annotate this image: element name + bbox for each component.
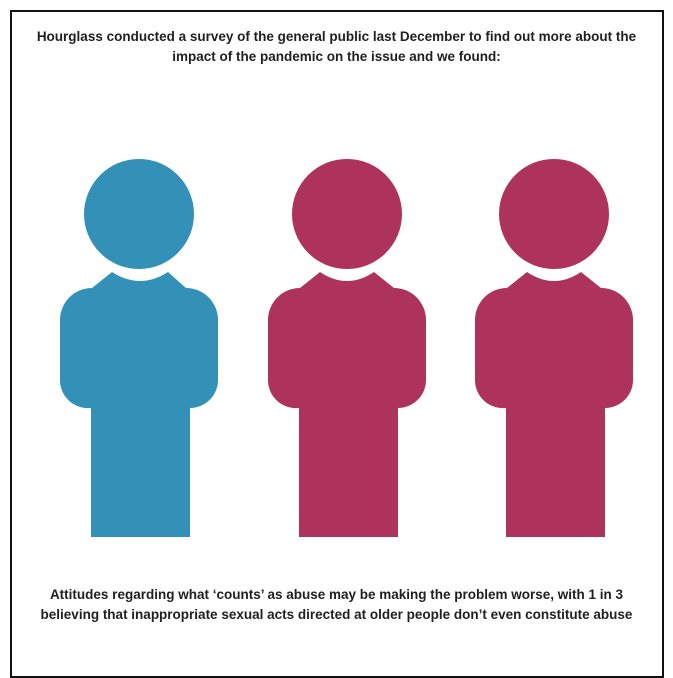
person-icon xyxy=(474,159,633,537)
finding-text: Attitudes regarding what ‘counts’ as abu… xyxy=(40,587,633,622)
person-icon-highlighted xyxy=(59,159,218,537)
person-icon xyxy=(267,159,426,537)
intro-text: Hourglass conducted a survey of the gene… xyxy=(36,29,637,64)
